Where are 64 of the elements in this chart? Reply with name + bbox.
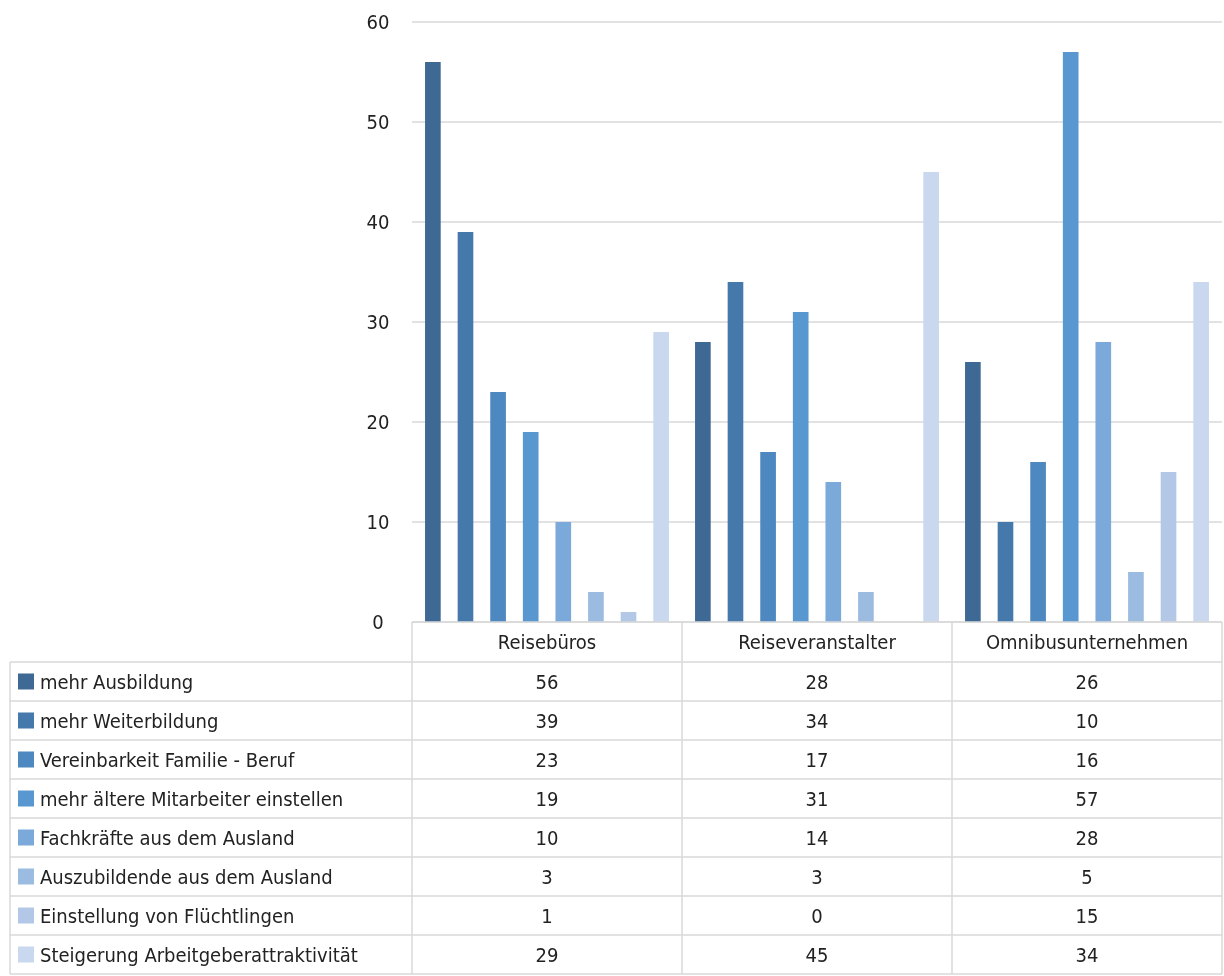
data-label: 3 xyxy=(811,864,823,889)
data-label: 3 xyxy=(541,864,553,889)
y-tick-label: 10 xyxy=(366,510,390,534)
bar xyxy=(1160,472,1177,622)
y-tick-label: 0 xyxy=(372,610,384,634)
bar xyxy=(653,332,669,622)
bar xyxy=(588,592,604,622)
bar xyxy=(760,452,776,622)
bar xyxy=(1193,282,1209,622)
data-label: 34 xyxy=(805,708,829,733)
legend-label: Vereinbarkeit Familie - Beruf xyxy=(40,747,295,772)
data-label: 1 xyxy=(541,903,553,928)
data-label: 28 xyxy=(805,669,829,694)
y-tick-label: 50 xyxy=(366,110,390,134)
bar xyxy=(727,282,744,622)
bar xyxy=(1128,572,1144,622)
data-label: 19 xyxy=(535,786,559,811)
bar xyxy=(457,232,474,622)
data-label: 0 xyxy=(811,903,823,928)
legend-label: mehr ältere Mitarbeiter einstellen xyxy=(40,786,344,811)
x-tick-label: Reiseveranstalter xyxy=(738,630,897,654)
data-label: 57 xyxy=(1075,786,1099,811)
y-tick-label: 60 xyxy=(366,10,390,34)
bar xyxy=(858,592,874,622)
bar xyxy=(997,522,1014,622)
data-label: 15 xyxy=(1075,903,1099,928)
bar xyxy=(522,432,539,622)
data-label: 23 xyxy=(535,747,559,772)
y-tick-label: 30 xyxy=(366,310,390,334)
legend-label: mehr Ausbildung xyxy=(40,669,194,694)
x-tick-label: Omnibusunternehmen xyxy=(985,630,1189,654)
data-label: 14 xyxy=(805,825,829,850)
bar xyxy=(965,362,981,622)
data-label: 17 xyxy=(805,747,829,772)
y-tick-label: 40 xyxy=(366,210,390,234)
data-label: 10 xyxy=(1075,708,1099,733)
legend-label: Fachkräfte aus dem Ausland xyxy=(40,825,295,850)
data-label: 31 xyxy=(805,786,829,811)
bar xyxy=(695,342,711,622)
y-tick-label: 20 xyxy=(366,410,390,434)
data-label: 45 xyxy=(805,942,829,967)
data-label: 10 xyxy=(535,825,559,850)
legend-label: Einstellung von Flüchtlingen xyxy=(40,903,295,928)
bar xyxy=(923,172,939,622)
data-label: 28 xyxy=(1075,825,1099,850)
bar xyxy=(425,62,441,622)
data-label: 34 xyxy=(1075,942,1099,967)
bar xyxy=(792,312,809,622)
data-label: 39 xyxy=(535,708,559,733)
data-label: 26 xyxy=(1075,669,1099,694)
data-label: 5 xyxy=(1081,864,1093,889)
data-label: 29 xyxy=(535,942,559,967)
data-label: 56 xyxy=(535,669,559,694)
data-label: 16 xyxy=(1075,747,1099,772)
bar xyxy=(490,392,506,622)
bar xyxy=(1062,52,1079,622)
bar xyxy=(1030,462,1046,622)
x-tick-label: Reisebüros xyxy=(497,630,597,654)
legend-label: Steigerung Arbeitgeberattraktivität xyxy=(40,942,358,967)
bar xyxy=(825,482,842,622)
bar xyxy=(555,522,572,622)
bar xyxy=(1095,342,1112,622)
legend-label: Auszubildende aus dem Ausland xyxy=(40,864,333,889)
legend-label: mehr Weiterbildung xyxy=(40,708,219,733)
